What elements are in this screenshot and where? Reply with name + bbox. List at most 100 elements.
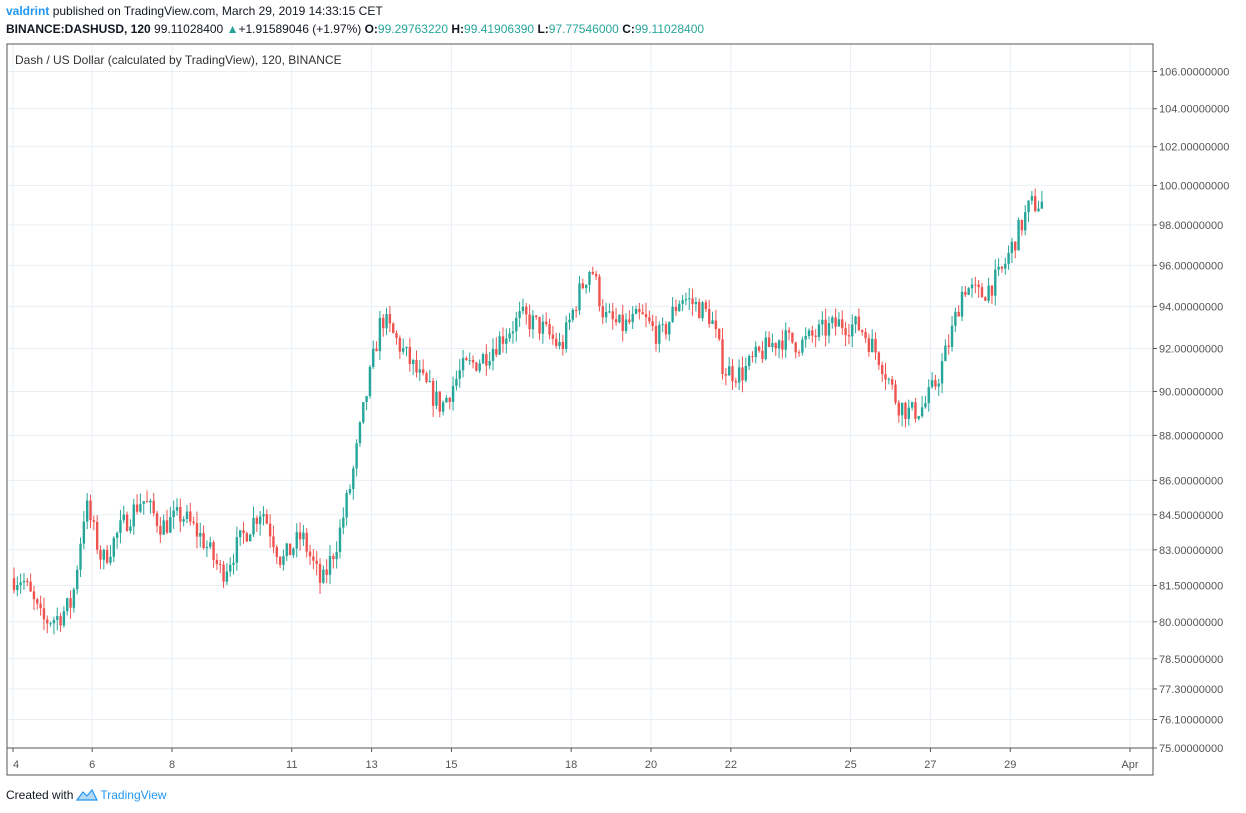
candle-body xyxy=(89,500,92,521)
time-axis[interactable]: 4 6 8 11 13 15 18 20 22 25 27 29 Apr xyxy=(12,748,1139,771)
candle-body xyxy=(967,288,970,295)
candle-body xyxy=(149,500,152,503)
candle-body xyxy=(448,397,451,403)
candle-body xyxy=(491,349,495,361)
candle-body xyxy=(102,549,106,560)
candle-body xyxy=(435,391,438,406)
candle-body xyxy=(801,339,804,353)
candle-body xyxy=(787,330,791,333)
candle-body xyxy=(525,306,528,315)
candle-body xyxy=(904,402,907,419)
candle-body xyxy=(385,314,388,329)
candle-body xyxy=(501,336,505,344)
candle-body xyxy=(568,319,571,323)
candle-body xyxy=(199,533,202,537)
y-tick-label: 75.00000000 xyxy=(1159,743,1223,755)
candle-body xyxy=(984,297,987,301)
candle-body xyxy=(731,366,734,382)
candle-body xyxy=(222,564,225,582)
candle-body xyxy=(265,514,269,524)
y-tick-label: 80.00000000 xyxy=(1159,617,1223,629)
candle-body xyxy=(817,324,821,337)
y-tick-label: 106.00000000 xyxy=(1159,66,1229,78)
candle-body xyxy=(468,360,471,362)
candle-body xyxy=(990,285,994,296)
candle-body xyxy=(781,340,784,350)
candle-body xyxy=(954,311,957,326)
candle-body xyxy=(767,337,771,348)
candle-body xyxy=(205,546,209,549)
candle-body xyxy=(960,291,964,317)
candle-body xyxy=(727,366,731,376)
low-value: 97.77546000 xyxy=(548,22,619,36)
candle-body xyxy=(335,552,338,560)
candle-body xyxy=(342,517,345,528)
candle-body xyxy=(841,319,844,329)
tradingview-logo-icon xyxy=(76,788,99,801)
candle-body xyxy=(139,503,142,512)
candle-body xyxy=(285,543,288,557)
candle-body xyxy=(880,365,884,375)
tradingview-brand-text: TradingView xyxy=(100,788,167,802)
candle-body xyxy=(890,379,894,385)
candle-body xyxy=(691,298,694,305)
candle-body xyxy=(741,367,744,381)
high-label: H: xyxy=(451,22,465,36)
x-tick-label: 22 xyxy=(725,759,737,771)
candle-body xyxy=(844,328,847,336)
candle-body xyxy=(531,315,535,330)
candle-body xyxy=(511,331,515,334)
candle-body xyxy=(372,348,375,367)
candle-body xyxy=(664,324,668,335)
author-name[interactable]: valdrint xyxy=(6,4,50,18)
candle-body xyxy=(641,312,644,315)
candle-body xyxy=(192,521,195,524)
candle-body xyxy=(774,343,777,349)
candle-body xyxy=(821,319,824,325)
candle-body xyxy=(604,311,608,318)
y-tick-label: 92.00000000 xyxy=(1159,343,1223,355)
pane-frame xyxy=(6,43,1154,776)
price-axis[interactable]: 106.00000000 104.00000000 102.00000000 100.… xyxy=(1153,66,1229,755)
candle-body xyxy=(62,611,66,626)
candle-body xyxy=(425,373,428,382)
candle-body xyxy=(332,556,335,560)
candle-body xyxy=(315,560,318,564)
candle-body xyxy=(42,608,46,620)
candle-body xyxy=(395,332,398,338)
candle-body xyxy=(744,366,748,381)
candle-body xyxy=(1040,201,1044,209)
candle-body xyxy=(871,338,874,353)
candle-body xyxy=(671,306,674,322)
x-tick-label: 8 xyxy=(169,759,175,771)
candle-body xyxy=(481,354,485,364)
symbol-label: BINANCE:DASHUSD, 120 xyxy=(6,22,151,36)
candle-body xyxy=(1030,196,1034,201)
candle-body xyxy=(558,341,561,346)
candle-body xyxy=(708,309,711,324)
candle-body xyxy=(784,330,787,350)
candle-body xyxy=(591,271,594,274)
candle-body xyxy=(288,543,292,556)
candle-body xyxy=(142,501,145,504)
x-tick-label: 29 xyxy=(1004,759,1016,771)
candle-body xyxy=(225,571,229,582)
candle-body xyxy=(478,363,481,371)
tradingview-link[interactable]: TradingView xyxy=(76,788,166,802)
y-tick-label: 84.50000000 xyxy=(1159,510,1223,522)
candle-body xyxy=(751,356,754,358)
candle-body xyxy=(861,330,864,333)
candle-body xyxy=(837,319,841,327)
candle-body xyxy=(29,581,32,592)
candle-body xyxy=(761,350,764,359)
candle-body xyxy=(212,542,215,560)
candle-body xyxy=(634,308,638,314)
candle-body xyxy=(831,317,834,324)
candle-body xyxy=(22,580,26,583)
candle-body xyxy=(934,380,937,387)
x-tick-label: 20 xyxy=(645,759,657,771)
candle-body xyxy=(598,276,601,307)
candle-body xyxy=(56,616,59,621)
y-tick-label: 90.00000000 xyxy=(1159,386,1223,398)
